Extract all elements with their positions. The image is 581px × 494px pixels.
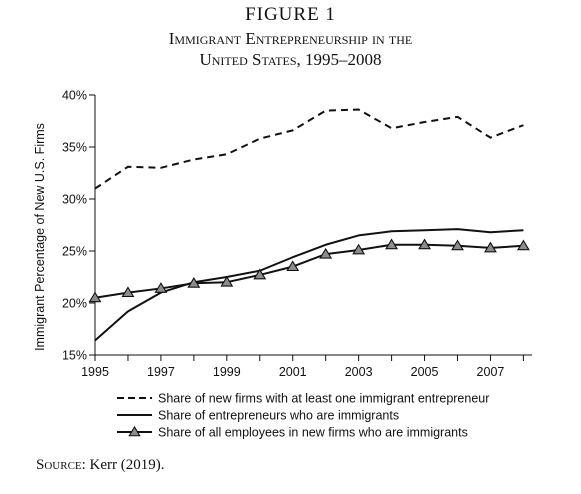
y-axis-label: Immigrant Percentage of New U.S. Firms <box>33 123 47 351</box>
series-marker-3 <box>286 260 300 272</box>
figure-title-line2: United States, 1995–2008 <box>199 50 382 69</box>
series-marker-3 <box>319 247 333 259</box>
x-tick-label: 2003 <box>345 365 373 379</box>
series-marker-3 <box>121 286 135 298</box>
source-text: Kerr (2019). <box>85 457 165 473</box>
y-tick-label: 35% <box>62 141 87 155</box>
legend-label-3: Share of all employees in new firms who … <box>158 426 468 440</box>
series-marker-3 <box>154 282 168 293</box>
y-tick-label: 20% <box>62 297 87 311</box>
source-label: Source: <box>36 457 86 473</box>
legend-label-2: Share of entrepreneurs who are immigrant… <box>158 409 399 423</box>
chart-series <box>88 108 530 342</box>
source-note: Source: Kerr (2019). <box>36 457 165 474</box>
series-marker-3 <box>418 238 431 250</box>
y-tick-label: 40% <box>62 89 87 103</box>
series-line-2 <box>94 228 524 342</box>
series-marker-3 <box>352 243 366 255</box>
x-tick-label: 2001 <box>279 365 307 379</box>
series-line-1 <box>94 108 524 190</box>
series-marker-3 <box>516 239 530 251</box>
figure-title-line1: Immigrant Entrepreneurship in the <box>168 29 413 48</box>
y-tick-label: 15% <box>62 349 87 363</box>
series-marker-3 <box>88 291 102 303</box>
x-tick-label: 1995 <box>81 365 109 379</box>
chart-axes: 15% 20% 25% 30% 35% 40% 1995 1997 1999 2001 2003 20… <box>33 89 532 379</box>
x-tick-label: 2005 <box>411 365 439 379</box>
series-line-3 <box>94 243 524 299</box>
legend-label-1: Share of new firms with at least one imm… <box>158 392 489 406</box>
chart-legend: Share of new firms with at least one imm… <box>117 392 489 440</box>
series-marker-3 <box>187 276 201 288</box>
y-tick-label: 25% <box>62 245 87 259</box>
x-tick-label: 1999 <box>213 365 241 379</box>
series-marker-3 <box>451 239 464 251</box>
y-tick-label: 30% <box>62 193 87 207</box>
series-marker-3 <box>253 268 267 280</box>
series-marker-3 <box>484 241 497 253</box>
x-tick-label: 1997 <box>147 365 175 379</box>
series-marker-3 <box>385 238 399 250</box>
series-marker-3 <box>220 275 234 287</box>
figure-number: FIGURE 1 <box>245 4 336 25</box>
x-tick-label: 2007 <box>477 365 505 379</box>
legend-marker-3 <box>128 425 141 437</box>
